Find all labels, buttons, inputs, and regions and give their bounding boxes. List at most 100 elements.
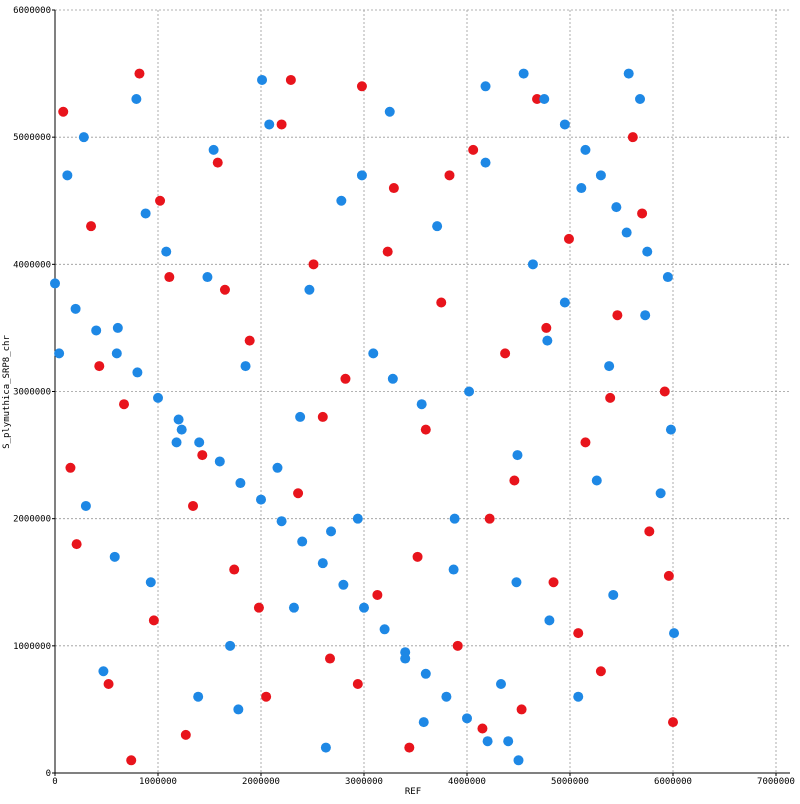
point	[595, 666, 606, 677]
point	[623, 68, 634, 79]
point	[257, 74, 268, 85]
point	[388, 183, 399, 194]
point	[233, 704, 244, 715]
point	[512, 450, 523, 461]
point	[503, 736, 514, 747]
y-tick-label: 6000000	[13, 6, 51, 16]
point	[212, 157, 223, 168]
point	[86, 221, 97, 232]
point	[663, 570, 674, 581]
point	[62, 170, 73, 181]
point	[642, 246, 653, 257]
point	[340, 373, 351, 384]
point	[527, 259, 538, 270]
point	[432, 221, 443, 232]
y-tick-label: 3000000	[13, 388, 51, 398]
x-tick-label: 7000000	[757, 777, 795, 787]
point	[131, 94, 142, 105]
point	[164, 272, 175, 283]
point	[317, 411, 328, 422]
y-tick-label: 1000000	[13, 642, 51, 652]
point	[518, 68, 529, 79]
point	[112, 322, 123, 333]
point	[611, 202, 622, 213]
point	[580, 144, 591, 155]
point	[240, 361, 251, 372]
point	[126, 755, 137, 766]
point	[297, 536, 308, 547]
point	[655, 488, 666, 499]
point	[80, 500, 91, 511]
point	[644, 526, 655, 537]
point	[173, 414, 184, 425]
point	[325, 653, 336, 664]
point	[119, 399, 130, 410]
point	[356, 170, 367, 181]
point	[464, 386, 475, 397]
point	[336, 195, 347, 206]
point	[111, 348, 122, 359]
point	[418, 717, 429, 728]
point	[276, 516, 287, 527]
point	[235, 478, 246, 489]
point	[462, 713, 472, 724]
point	[103, 678, 114, 689]
point	[436, 297, 447, 308]
point	[635, 94, 646, 105]
point	[317, 558, 328, 569]
x-tick-label: 2000000	[242, 777, 280, 787]
point	[155, 195, 166, 206]
point	[285, 74, 296, 85]
point	[229, 564, 240, 575]
point	[352, 678, 363, 689]
point	[500, 348, 511, 359]
point	[132, 367, 143, 378]
point	[272, 462, 283, 473]
point	[612, 310, 623, 321]
point	[71, 539, 82, 550]
point	[668, 717, 678, 728]
point	[293, 488, 304, 499]
point	[264, 119, 275, 130]
point	[219, 284, 230, 295]
point	[573, 628, 584, 639]
point	[448, 564, 459, 575]
point	[356, 81, 367, 92]
point	[202, 272, 213, 283]
point	[134, 68, 145, 79]
point	[359, 602, 369, 613]
point	[368, 348, 379, 359]
y-tick-label: 4000000	[13, 260, 51, 270]
point	[482, 736, 493, 747]
point	[208, 144, 219, 155]
point	[441, 691, 452, 702]
point	[91, 325, 102, 336]
point	[659, 386, 670, 397]
point	[511, 577, 522, 588]
point	[452, 640, 463, 651]
point	[140, 208, 151, 219]
y-tick-label: 0	[46, 769, 51, 779]
point	[532, 94, 543, 105]
y-axis-label: S_plymuthica_SRP8_chr	[2, 335, 12, 449]
point	[480, 157, 491, 168]
point	[197, 450, 208, 461]
point	[58, 106, 69, 117]
point	[276, 119, 287, 130]
point	[70, 303, 81, 314]
point	[288, 602, 299, 613]
point	[98, 666, 109, 677]
point	[591, 475, 602, 486]
point	[477, 723, 488, 734]
point	[188, 500, 199, 511]
x-tick-label: 1000000	[139, 777, 177, 787]
point	[637, 208, 648, 219]
point	[559, 297, 570, 308]
point	[573, 691, 584, 702]
point	[621, 227, 632, 238]
point	[180, 729, 191, 740]
point	[261, 691, 272, 702]
point	[449, 513, 460, 524]
point	[509, 475, 520, 486]
point	[541, 322, 552, 333]
